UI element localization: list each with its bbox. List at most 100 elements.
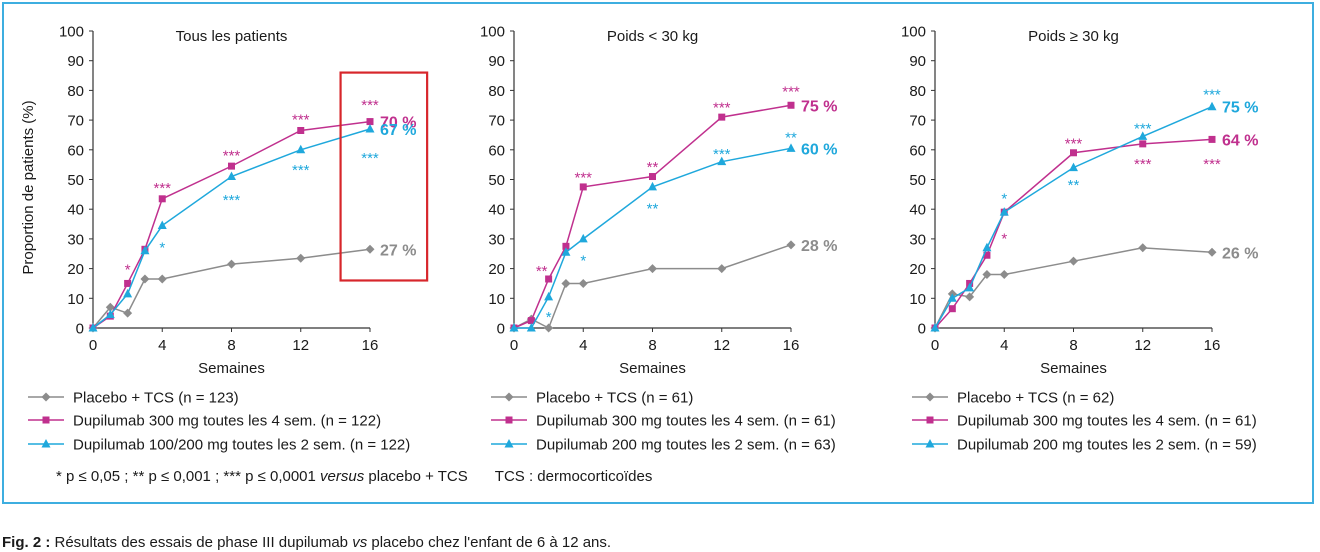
legend-entry: Dupilumab 200 mg toutes les 2 sem. (n = … [957, 437, 1257, 454]
legend-marker [41, 439, 51, 448]
series-line [513, 244, 792, 330]
end-value-label: 60 % [801, 141, 837, 158]
data-point [123, 308, 133, 318]
significance-mark: ** [647, 201, 659, 218]
data-point [527, 317, 535, 325]
x-tick-label: 4 [158, 337, 166, 354]
significance-mark: * [1001, 230, 1007, 247]
footnote-tcs-definition: TCS : dermocorticoïdes [494, 468, 653, 485]
y-tick-label: 0 [918, 321, 926, 338]
data-point [1138, 243, 1148, 253]
significance-mark: ** [1068, 177, 1080, 194]
y-tick-label: 40 [488, 202, 505, 219]
data-point [786, 143, 796, 152]
end-value-label: 70 % [380, 115, 416, 132]
y-tick-label: 40 [909, 202, 926, 219]
footnote: * p ≤ 0,05 ; ** p ≤ 0,001 ; *** p ≤ 0,00… [56, 468, 652, 485]
significance-mark: *** [574, 170, 592, 187]
data-point [578, 233, 588, 243]
x-axis-label: Semaines [1040, 360, 1107, 377]
y-tick-label: 70 [488, 113, 505, 130]
x-tick-label: 0 [931, 337, 939, 354]
y-tick-label: 0 [497, 321, 505, 338]
chart-title: Tous les patients [176, 28, 288, 45]
x-tick-label: 0 [89, 337, 97, 354]
data-point [297, 126, 305, 134]
legend-entry: Dupilumab 100/200 mg toutes les 2 sem. (… [73, 437, 410, 454]
data-point [366, 118, 374, 126]
legend-marker [925, 439, 935, 448]
y-tick-label: 100 [901, 24, 926, 41]
y-axis-label: Proportion de patients (%) [20, 100, 37, 274]
data-point [649, 173, 656, 181]
data-point [648, 264, 657, 274]
data-point [227, 259, 236, 269]
series-line [514, 147, 792, 329]
chart-title: Poids ≥ 30 kg [1028, 28, 1119, 45]
x-axis-label: Semaines [619, 360, 686, 377]
chart-panel-3: 0 10 20 30 40 50 60 70 80 90 100 0 4 8 12 16 Poids ≥ 30 … [901, 24, 1259, 454]
legend-entry: Placebo + TCS (n = 61) [536, 390, 693, 407]
y-tick-label: 70 [909, 113, 926, 130]
data-point [1069, 256, 1078, 266]
data-point [509, 323, 519, 332]
data-point [544, 291, 554, 301]
data-point [718, 113, 726, 121]
legend-marker [925, 392, 935, 402]
data-point [947, 293, 957, 302]
end-value-label: 75 % [801, 98, 837, 115]
data-point [1070, 149, 1077, 157]
footnote-reference: placebo + TCS [364, 468, 468, 485]
data-point [1207, 101, 1217, 111]
data-point [365, 124, 375, 133]
significance-mark: *** [713, 146, 731, 163]
y-tick-label: 40 [67, 202, 84, 219]
end-value-label: 28 % [801, 238, 837, 255]
significance-mark: *** [713, 100, 731, 117]
series-line [934, 106, 1213, 329]
footnote-significance: * p ≤ 0,05 ; ** p ≤ 0,001 ; *** p ≤ 0,00… [56, 468, 321, 485]
significance-mark: *** [361, 97, 379, 114]
end-value-label: 27 % [380, 242, 416, 259]
data-point [544, 323, 554, 333]
data-point [786, 240, 796, 250]
y-tick-label: 50 [909, 172, 926, 189]
data-point [158, 195, 166, 203]
data-point [124, 279, 132, 287]
significance-mark: ** [785, 129, 797, 146]
y-tick-label: 80 [488, 83, 505, 100]
legend-entry: Dupilumab 300 mg toutes les 4 sem. (n = … [957, 413, 1257, 430]
data-point [157, 220, 167, 230]
y-tick-label: 30 [909, 231, 926, 248]
series-line [513, 104, 792, 329]
y-tick-label: 100 [480, 24, 505, 41]
y-tick-label: 70 [67, 113, 84, 130]
data-point [561, 278, 571, 288]
y-tick-label: 60 [909, 142, 926, 159]
end-value-label: 67 % [380, 122, 416, 139]
x-tick-label: 4 [579, 337, 587, 354]
significance-mark: ** [536, 263, 548, 280]
legend-entry: Placebo + TCS (n = 62) [957, 390, 1114, 407]
x-tick-label: 4 [1000, 337, 1008, 354]
x-tick-label: 16 [1204, 337, 1221, 354]
significance-mark: * [580, 253, 586, 270]
y-tick-label: 100 [59, 24, 84, 41]
data-point [578, 278, 588, 288]
significance-mark: *** [1134, 121, 1152, 138]
data-point [579, 183, 587, 191]
figure-caption: Fig. 2 : Résultats des essais de phase I… [2, 534, 611, 551]
data-point [123, 288, 133, 298]
y-tick-label: 80 [909, 83, 926, 100]
significance-mark: *** [292, 162, 310, 179]
legend-marker [504, 392, 514, 402]
caption-text-end: placebo chez l'enfant de 6 à 12 ans. [367, 534, 612, 551]
chart-panel-1: 0 10 20 30 40 50 60 70 80 90 100 0 4 8 12 16 Tous les pa… [20, 24, 429, 454]
y-tick-label: 10 [909, 291, 926, 308]
data-point [227, 171, 236, 181]
legend-marker [41, 392, 51, 402]
significance-mark: ** [647, 159, 659, 176]
data-point [982, 270, 992, 280]
end-value-label: 75 % [1222, 100, 1258, 117]
